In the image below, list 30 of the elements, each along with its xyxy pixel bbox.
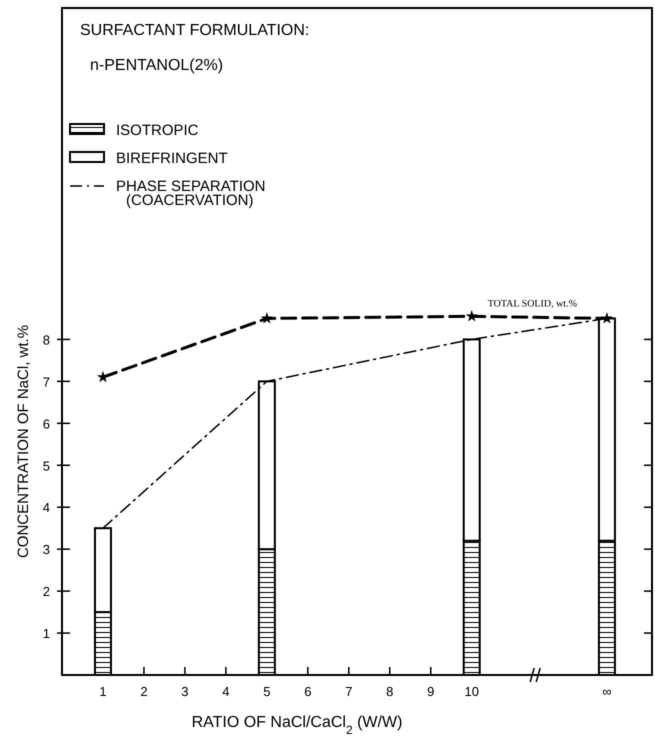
y-tick-label: 2 — [42, 584, 50, 600]
point — [260, 312, 273, 324]
legend-label: PHASE SEPARATION (COACERVATION) — [116, 178, 266, 209]
y-axis-title: CONCENTRATION OF NaCl, wt.% — [15, 324, 32, 558]
point — [600, 312, 613, 324]
x-axis-title: RATIO OF NaCl/CaCl$_{2}$ (W/W) — [192, 714, 402, 736]
y-tick-label: 8 — [42, 332, 50, 348]
y-tick-label: 3 — [42, 542, 50, 558]
x-tick-label: 3 — [181, 684, 189, 699]
series-label: TOTAL SOLID, wt.% — [488, 298, 577, 310]
y-tick-label: 5 — [42, 458, 50, 474]
x-tick-label: 5 — [263, 684, 270, 699]
text: n-PENTANOL(2%) — [90, 57, 224, 74]
point — [466, 310, 478, 322]
x-tick-label: 6 — [304, 684, 312, 699]
x-tick-label: ∞ — [602, 684, 612, 699]
y-tick-label: 1 — [42, 626, 50, 642]
legend-label: BIREFRINGENT — [116, 150, 228, 167]
x-tick-label: 2 — [140, 684, 148, 699]
x-tick-label: 4 — [222, 684, 230, 699]
y-tick-label: 6 — [42, 416, 50, 432]
legend-label: ISOTROPIC — [116, 122, 199, 139]
x-tick-label: 8 — [386, 684, 394, 699]
y-tick-label: 4 — [42, 500, 50, 516]
x-tick-label: 7 — [345, 684, 352, 699]
text: SURFACTANT FORMULATION: — [80, 22, 310, 39]
x-tick-label: 10 — [464, 684, 479, 699]
x-tick-label: 9 — [427, 684, 434, 699]
y-tick-label: 7 — [42, 374, 50, 390]
x-tick-label: 1 — [99, 684, 107, 699]
